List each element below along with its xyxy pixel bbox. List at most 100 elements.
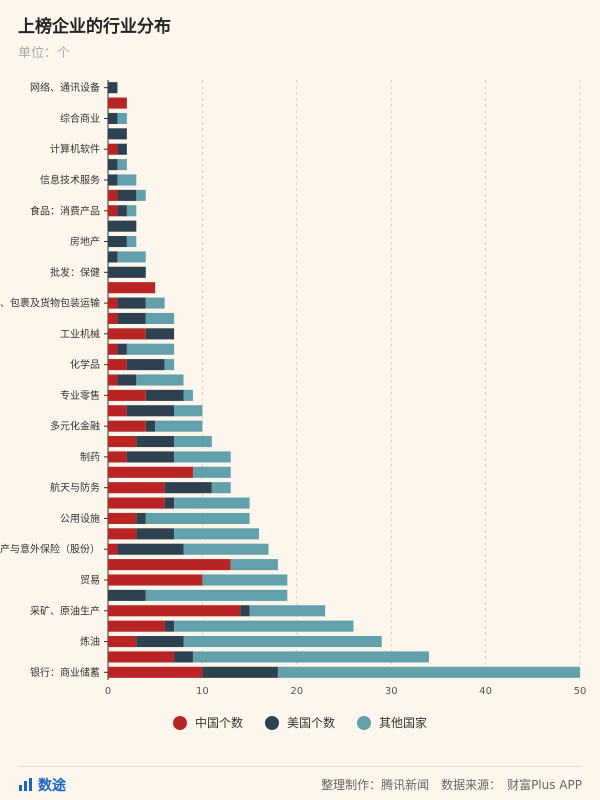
bar-segment-china[interactable] [108, 605, 241, 617]
bar-segment-other[interactable] [164, 359, 175, 371]
bar-segment-other[interactable] [126, 236, 137, 248]
bar-segment-other[interactable] [117, 251, 146, 263]
bar-segment-other[interactable] [174, 436, 212, 448]
bar-segment-other[interactable] [192, 466, 231, 478]
bar-segment-other[interactable] [126, 343, 175, 355]
bar-segment-other[interactable] [183, 389, 193, 401]
bar-segment-china[interactable] [108, 97, 127, 109]
bar-segment-china[interactable] [108, 574, 203, 586]
bar-segment-china[interactable] [108, 620, 165, 632]
bar-segment-us[interactable] [108, 82, 118, 94]
bar-segment-other[interactable] [249, 605, 326, 617]
bar-segment-other[interactable] [145, 297, 165, 309]
bar-segment-china[interactable] [108, 651, 175, 663]
bar-segment-us[interactable] [164, 497, 175, 509]
bar-segment-other[interactable] [183, 543, 269, 555]
bar-segment-other[interactable] [145, 312, 175, 324]
bar-segment-china[interactable] [108, 559, 231, 571]
bar-segment-china[interactable] [108, 436, 137, 448]
bar-segment-china[interactable] [108, 359, 127, 371]
bar-segment-us[interactable] [108, 174, 118, 186]
bar-segment-us[interactable] [145, 420, 156, 432]
bar-segment-us[interactable] [136, 436, 175, 448]
bar-segment-us[interactable] [117, 143, 127, 155]
bar-segment-other[interactable] [211, 482, 231, 494]
bar-segment-other[interactable] [174, 405, 203, 417]
bar-segment-china[interactable] [108, 636, 137, 648]
bar-segment-us[interactable] [117, 312, 146, 324]
bar-segment-other[interactable] [117, 174, 137, 186]
bar-segment-us[interactable] [117, 205, 127, 217]
bar-segment-other[interactable] [230, 559, 278, 571]
bar-segment-us[interactable] [126, 451, 175, 463]
bar-segment-us[interactable] [145, 389, 184, 401]
bar-segment-china[interactable] [108, 451, 127, 463]
bar-segment-us[interactable] [164, 620, 175, 632]
bar-segment-us[interactable] [117, 543, 184, 555]
bar-segment-other[interactable] [136, 189, 146, 201]
bar-segment-other[interactable] [277, 666, 580, 678]
bar-segment-us[interactable] [202, 666, 278, 678]
bar-segment-china[interactable] [108, 282, 156, 294]
bar-segment-other[interactable] [174, 528, 260, 540]
bar-segment-other[interactable] [145, 589, 288, 601]
bar-segment-us[interactable] [117, 189, 137, 201]
bar-segment-us[interactable] [136, 512, 146, 524]
legend-item-us[interactable]: 美国个数 [264, 714, 335, 731]
bar-segment-us[interactable] [117, 343, 127, 355]
bar-segment-china[interactable] [108, 528, 137, 540]
bar-segment-us[interactable] [108, 236, 127, 248]
bar-segment-us[interactable] [108, 112, 118, 124]
bar-segment-other[interactable] [174, 620, 354, 632]
bar-segment-other[interactable] [174, 497, 250, 509]
bar-segment-other[interactable] [117, 159, 127, 171]
bar-segment-us[interactable] [108, 266, 146, 278]
bar-segment-china[interactable] [108, 143, 118, 155]
bar-segment-china[interactable] [108, 328, 146, 340]
bar-segment-other[interactable] [202, 574, 288, 586]
bar-segment-us[interactable] [108, 220, 137, 232]
bar-segment-us[interactable] [126, 405, 175, 417]
bar-segment-us[interactable] [108, 128, 127, 140]
bar-segment-china[interactable] [108, 497, 165, 509]
bar-segment-china[interactable] [108, 297, 118, 309]
bar-segment-us[interactable] [240, 605, 250, 617]
bar-segment-other[interactable] [183, 636, 382, 648]
legend-item-other[interactable]: 其他国家 [357, 714, 427, 731]
legend-item-china[interactable]: 中国个数 [172, 714, 243, 731]
bar-segment-china[interactable] [108, 374, 118, 386]
legend-label-us: 美国个数 [286, 716, 335, 730]
bar-segment-other[interactable] [155, 420, 203, 432]
bar-segment-us[interactable] [108, 159, 118, 171]
bar-segment-china[interactable] [108, 405, 127, 417]
bar-segment-china[interactable] [108, 189, 118, 201]
bar-segment-other[interactable] [117, 112, 127, 124]
bar-segment-china[interactable] [108, 543, 118, 555]
bar-segment-china[interactable] [108, 205, 118, 217]
bar-segment-us[interactable] [136, 636, 184, 648]
bar-segment-us[interactable] [126, 359, 165, 371]
bar-segment-us[interactable] [117, 374, 137, 386]
bar-segment-china[interactable] [108, 512, 137, 524]
bar-segment-us[interactable] [174, 651, 193, 663]
bar-segment-us[interactable] [108, 589, 146, 601]
bar-segment-other[interactable] [192, 651, 429, 663]
bar-segment-china[interactable] [108, 482, 165, 494]
bar-segment-china[interactable] [108, 466, 193, 478]
bar-segment-china[interactable] [108, 420, 146, 432]
bar-segment-china[interactable] [108, 389, 146, 401]
bar-segment-us[interactable] [117, 297, 146, 309]
bar-segment-us[interactable] [145, 328, 175, 340]
bar-segment-us[interactable] [164, 482, 212, 494]
bar-segment-other[interactable] [145, 512, 250, 524]
bar-segment-other[interactable] [174, 451, 231, 463]
bar-segment-china[interactable] [108, 343, 118, 355]
bar-segment-us[interactable] [136, 528, 175, 540]
bar-segment-china[interactable] [108, 666, 203, 678]
legend-swatch-us [264, 715, 279, 730]
stacked-bar-chart: 0 10 20 30 40 50 网络、通讯设备综合商业计算机软件信息技术服务食品：消费产品… [0, 80, 586, 695]
bar-segment-other[interactable] [136, 374, 184, 386]
bar-segment-china[interactable] [108, 312, 118, 324]
bar-segment-other[interactable] [126, 205, 137, 217]
bar-segment-us[interactable] [108, 251, 118, 263]
